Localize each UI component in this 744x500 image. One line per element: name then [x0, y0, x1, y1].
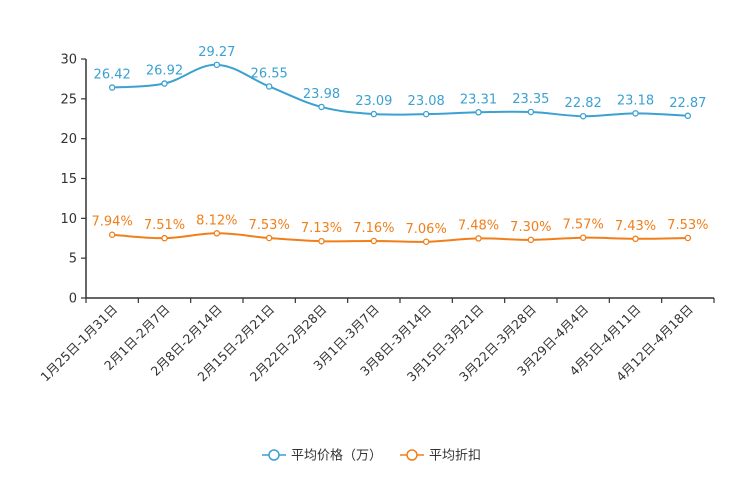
data-point[interactable] [161, 234, 168, 242]
data-point[interactable] [579, 234, 587, 241]
legend-label: 平均折扣 [429, 449, 481, 464]
data-label: 26.92 [146, 64, 183, 79]
data-label: 7.13% [301, 221, 342, 236]
data-label: 23.18 [617, 93, 654, 108]
y-axis: 0 5 10 15 20 25 30 [60, 53, 87, 307]
data-point[interactable] [684, 112, 692, 120]
data-label: 7.57% [563, 218, 604, 233]
y-tick-label: 15 [60, 172, 77, 187]
data-label: 7.06% [406, 222, 447, 237]
data-point[interactable] [475, 235, 482, 242]
data-label: 23.98 [303, 87, 340, 102]
data-point[interactable] [475, 109, 482, 116]
data-point[interactable] [108, 231, 116, 238]
data-label: 7.30% [510, 220, 551, 235]
data-label: 23.08 [408, 94, 445, 109]
data-label: 7.53% [667, 218, 708, 233]
series-line [112, 63, 688, 118]
legend-label: 平均价格（万） [291, 448, 382, 464]
series-0: 26.42 26.92 29.27 26.55 23.98 23.09 23.08 23.31… [94, 45, 706, 120]
data-point[interactable] [422, 238, 430, 246]
data-label: 23.35 [512, 92, 549, 107]
data-point[interactable] [161, 80, 168, 87]
y-tick-label: 20 [60, 132, 77, 147]
x-tick-label: 1月25日-1月31日 [37, 302, 120, 385]
y-tick-label: 5 [69, 252, 77, 267]
data-point[interactable] [527, 236, 535, 244]
data-label: 23.09 [355, 94, 392, 109]
y-tick-label: 0 [69, 292, 77, 307]
data-label: 26.42 [94, 68, 131, 83]
data-point[interactable] [422, 110, 430, 118]
y-tick-label: 10 [60, 212, 77, 227]
legend-item-0[interactable]: 平均价格（万） [262, 448, 382, 464]
legend-marker-icon [268, 449, 280, 461]
data-label: 29.27 [198, 45, 235, 60]
data-label: 22.82 [565, 96, 602, 111]
data-point[interactable] [370, 237, 378, 245]
data-label: 7.48% [458, 218, 499, 233]
data-label: 7.16% [353, 221, 394, 236]
data-point[interactable] [265, 83, 273, 90]
data-label: 23.31 [460, 92, 497, 107]
y-tick-label: 30 [60, 53, 77, 68]
y-tick-label: 25 [60, 92, 77, 107]
data-point[interactable] [213, 61, 221, 69]
series-1: 7.94% 7.51% 8.12% 7.53% 7.13% 7.16% 7.06% 7.48%… [92, 213, 708, 246]
data-point[interactable] [632, 110, 639, 117]
data-point[interactable] [318, 103, 325, 111]
data-label: 7.51% [144, 218, 185, 233]
data-point[interactable] [108, 84, 116, 91]
data-label: 26.55 [251, 66, 288, 81]
legend-item-1[interactable]: 平均折扣 [400, 449, 481, 464]
data-point[interactable] [370, 110, 378, 118]
data-point[interactable] [684, 234, 692, 242]
data-point[interactable] [579, 112, 587, 120]
legend-marker-icon [406, 449, 418, 461]
x-axis: 1月25日-1月31日2月1日-2月7日2月8日-2月14日2月15日-2月21… [37, 297, 715, 385]
series-line [112, 232, 688, 243]
data-point[interactable] [527, 108, 535, 116]
data-label: 7.94% [92, 215, 133, 230]
data-label: 7.43% [615, 219, 656, 234]
data-label: 22.87 [669, 96, 706, 111]
data-point[interactable] [265, 234, 273, 242]
series-layer: 26.42 26.92 29.27 26.55 23.98 23.09 23.08 23.31… [92, 45, 708, 246]
data-point[interactable] [213, 230, 221, 237]
data-label: 8.12% [196, 213, 237, 228]
data-label: 7.53% [249, 218, 290, 233]
legend[interactable]: 平均价格（万） 平均折扣 [262, 448, 481, 464]
data-point[interactable] [632, 235, 639, 243]
data-point[interactable] [318, 237, 325, 245]
